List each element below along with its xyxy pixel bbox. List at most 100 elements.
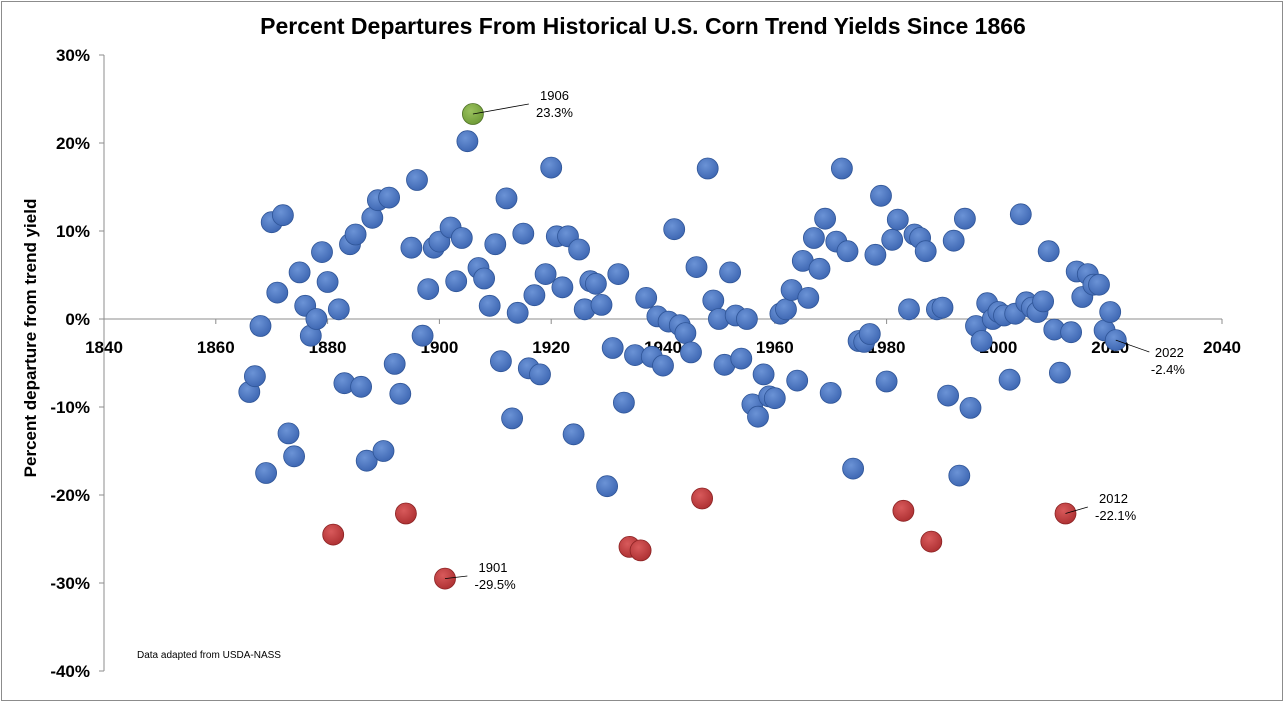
data-point-normal [931,296,954,319]
data-point-normal [540,156,563,179]
data-point-normal [702,289,725,312]
data-point-normal [613,391,635,414]
data-point-normal [635,286,658,309]
annotation-leader [1065,506,1088,514]
data-point-normal [450,227,473,249]
data-point-normal [858,323,881,345]
annotation-value: 23.3% [536,105,573,120]
data-point-normal [596,475,618,498]
data-point-normal [607,263,630,286]
data-point-normal [406,169,428,191]
data-point-normal [842,457,864,480]
data-point-normal [1088,273,1110,296]
data-point-low [394,502,417,525]
data-point-normal [914,240,937,263]
data-point-normal [411,324,434,347]
data-point-normal [378,186,401,209]
x-tick-label: 1860 [197,338,235,357]
data-point-normal [1032,290,1054,313]
data-point-low [920,530,943,553]
data-point-normal [652,354,674,377]
y-tick-label: -30% [50,574,90,593]
data-point-normal [875,370,898,393]
data-point-normal [808,257,831,280]
data-point-normal [506,301,529,324]
data-point-normal [529,363,551,386]
data-point-normal [512,222,535,245]
data-point-normal [719,261,741,284]
data-point-normal [445,270,468,293]
chart-title: Percent Departures From Historical U.S. … [260,13,1026,39]
data-point-normal [775,298,797,321]
data-point-normal [663,218,686,241]
data-point-normal [473,267,496,290]
data-point-normal [389,382,412,405]
y-tick-label: -20% [50,486,90,505]
data-point-high [461,103,484,125]
data-point-normal [417,278,440,301]
data-point-normal [786,369,809,392]
data-point-normal [243,365,266,388]
data-point-normal [959,396,982,419]
data-point-normal [752,363,775,386]
y-tick-label: -40% [50,662,90,681]
y-axis-label: Percent departure from trend yield [21,199,40,478]
annotation-year: 2022 [1155,345,1184,360]
data-point-normal [344,223,367,246]
annotation-year: 1906 [540,88,569,103]
data-point-normal [551,276,574,299]
annotation-leader [444,575,468,579]
data-point-normal [495,187,518,210]
data-point-normal [585,272,607,295]
data-point-normal [355,449,378,472]
data-point-low [322,523,345,546]
data-point-normal [814,207,836,230]
data-point-normal [1049,361,1071,384]
data-point-normal [1099,301,1122,323]
data-point-normal [864,243,887,266]
data-point-normal [685,256,708,279]
data-point-normal [311,241,333,264]
data-point-normal [886,208,909,231]
annotations: 1906 23.3% 1901 -29.5% 2012 -22.1% 2022 -2.4% [444,88,1185,592]
data-point-normal [523,284,546,307]
data-point-normal [350,375,373,398]
data-point-normal [456,130,479,153]
data-point-normal [255,462,278,484]
data-point-normal [797,286,820,309]
data-point-normal [970,330,993,352]
data-point-normal [937,384,959,407]
data-point-normal [305,308,328,330]
data-point-normal [568,238,590,261]
data-point-normal [601,337,624,359]
annotation-value: -2.4% [1151,362,1185,377]
annotation-value: -22.1% [1095,508,1137,523]
data-point-normal [316,271,339,293]
x-tick-label: 1980 [868,338,906,357]
data-point-normal [277,422,300,445]
data-point-normal [736,308,758,330]
annotation-value: -29.5% [475,577,517,592]
data-point-normal [696,157,719,180]
data-point-normal [562,423,585,446]
data-point-normal [478,294,501,317]
y-tick-label: 20% [56,134,90,153]
y-tick-label: -10% [50,398,90,417]
x-tick-label: 1960 [756,338,794,357]
x-tick-label: 2040 [1203,338,1241,357]
y-tick-label: 30% [56,46,90,65]
data-point-normal [327,298,350,321]
data-point-normal [763,387,786,410]
data-point-normal [288,261,311,284]
data-point-normal [283,445,306,468]
data-point-normal [954,207,976,230]
data-point-normal [400,236,423,259]
data-point-normal [501,407,523,430]
data-point-normal [590,293,613,316]
data-point-normal [266,281,289,304]
data-point-normal [489,350,512,373]
data-point-normal [1060,321,1082,344]
data-point-normal [831,157,853,180]
x-tick-label: 1920 [532,338,570,357]
y-tick-label: 0% [65,310,90,329]
